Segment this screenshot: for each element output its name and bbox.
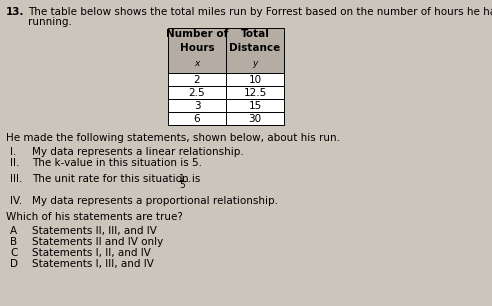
Text: Total: Total [241, 29, 270, 39]
Bar [168, 86, 226, 99]
Bar [168, 112, 226, 125]
Text: IV.: IV. [10, 196, 22, 206]
Bar [226, 112, 284, 125]
Text: I.: I. [10, 147, 16, 157]
Text: Statements I, III, and IV: Statements I, III, and IV [32, 259, 154, 269]
Text: The k-value in this situation is 5.: The k-value in this situation is 5. [32, 158, 202, 168]
Text: .: . [188, 174, 191, 184]
Text: D: D [10, 259, 18, 269]
Text: 15: 15 [248, 101, 262, 111]
Text: The unit rate for this situation is: The unit rate for this situation is [32, 174, 204, 184]
Text: 5: 5 [179, 181, 184, 190]
Text: 12.5: 12.5 [244, 88, 267, 98]
Bar [226, 73, 284, 86]
Text: The table below shows the total miles run by Forrest based on the number of hour: The table below shows the total miles ru… [28, 7, 492, 17]
Text: A: A [10, 226, 17, 236]
Text: My data represents a proportional relationship.: My data represents a proportional relati… [32, 196, 278, 206]
Text: My data represents a linear relationship.: My data represents a linear relationship… [32, 147, 244, 157]
Text: Number of: Number of [166, 29, 228, 39]
Text: Statements I, II, and IV: Statements I, II, and IV [32, 248, 151, 258]
Text: Hours: Hours [180, 43, 215, 53]
Text: 13.: 13. [6, 7, 25, 17]
Text: y: y [252, 59, 258, 68]
Text: Statements II, III, and IV: Statements II, III, and IV [32, 226, 157, 236]
Text: 30: 30 [248, 114, 262, 124]
Bar [226, 99, 284, 112]
Bar [168, 99, 226, 112]
Bar [168, 28, 226, 73]
Text: 10: 10 [248, 75, 262, 85]
Bar [168, 73, 226, 86]
Text: running.: running. [28, 17, 72, 27]
Text: 2.5: 2.5 [189, 88, 205, 98]
Bar [226, 86, 284, 99]
Text: 1: 1 [179, 174, 184, 183]
Text: Statements II and IV only: Statements II and IV only [32, 237, 163, 247]
Text: II.: II. [10, 158, 19, 168]
Text: 6: 6 [194, 114, 200, 124]
Text: x: x [194, 59, 200, 68]
Text: He made the following statements, shown below, about his run.: He made the following statements, shown … [6, 133, 340, 143]
Bar [226, 28, 284, 73]
Text: Distance: Distance [229, 43, 280, 53]
Text: 3: 3 [194, 101, 200, 111]
Text: B: B [10, 237, 17, 247]
Text: 2: 2 [194, 75, 200, 85]
Text: C: C [10, 248, 17, 258]
Text: III.: III. [10, 174, 22, 184]
Text: Which of his statements are true?: Which of his statements are true? [6, 212, 183, 222]
